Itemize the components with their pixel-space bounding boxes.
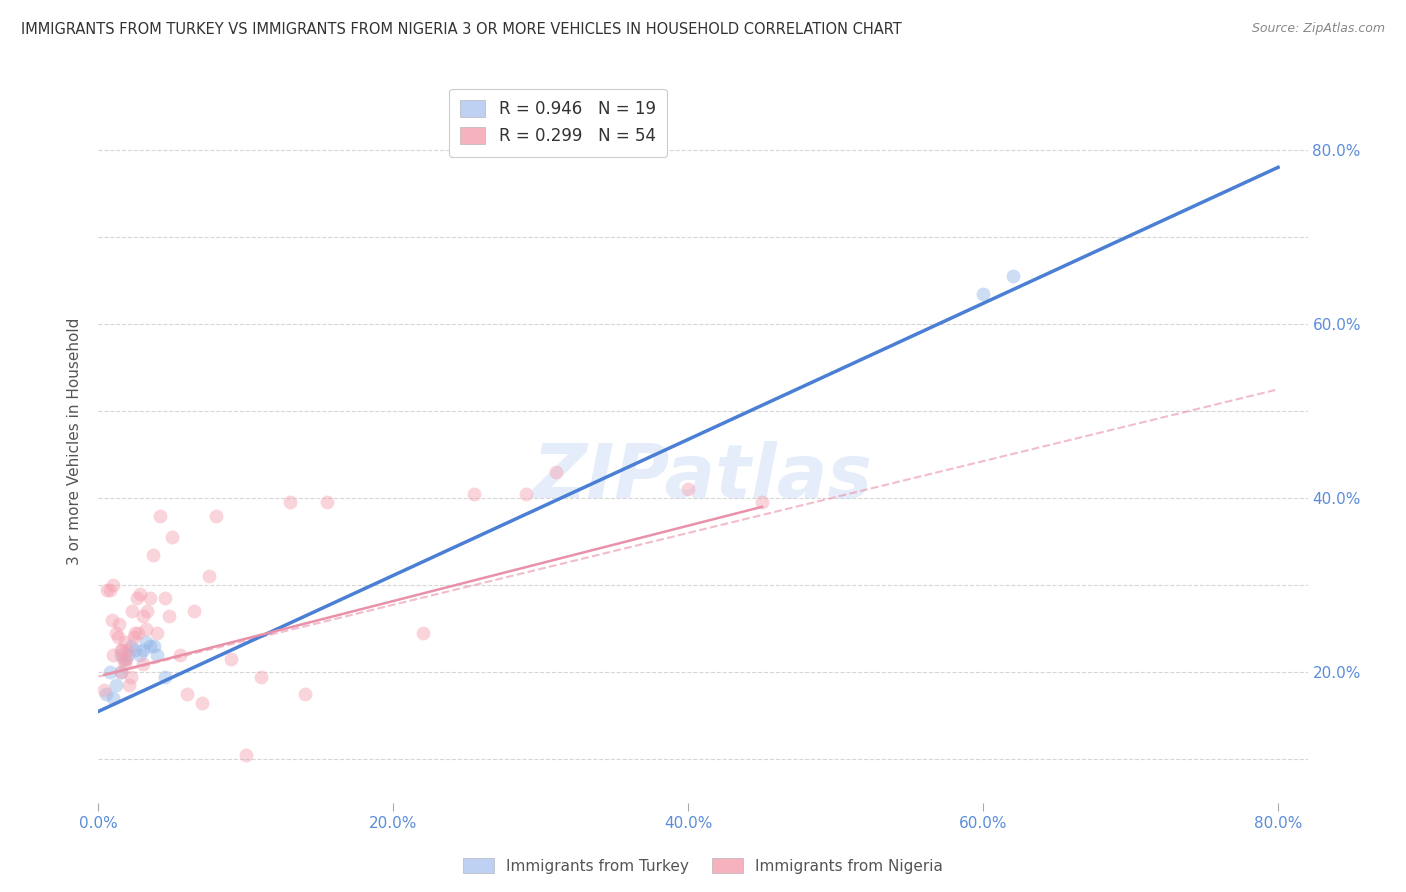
Point (235, 747, 257, 762)
Point (118, 678, 141, 692)
Point (131, 643, 153, 657)
Point (198, 569, 221, 583)
Point (249, 669, 271, 683)
Point (678, 483, 700, 497)
Legend: R = 0.946   N = 19, R = 0.299   N = 54: R = 0.946 N = 19, R = 0.299 N = 54 (449, 88, 668, 157)
Point (98, 665, 121, 680)
Point (146, 648, 169, 662)
Point (128, 648, 150, 662)
Point (160, 530, 183, 544)
Point (125, 591, 148, 606)
Point (114, 634, 136, 648)
Point (139, 639, 162, 653)
Point (93, 682, 115, 697)
Point (205, 508, 228, 523)
Point (120, 669, 142, 683)
Point (183, 604, 205, 618)
Point (1001, 269, 1024, 284)
Point (98, 582, 121, 597)
Point (142, 548, 165, 562)
Point (135, 634, 157, 648)
Point (107, 631, 129, 645)
Point (135, 622, 157, 636)
Point (278, 495, 301, 509)
Point (108, 617, 131, 632)
Y-axis label: 3 or more Vehicles in Household: 3 or more Vehicles in Household (67, 318, 83, 566)
Point (139, 591, 162, 606)
Point (117, 648, 139, 662)
Point (131, 608, 153, 623)
Point (157, 608, 180, 623)
Point (121, 604, 143, 618)
Point (124, 626, 146, 640)
Point (463, 487, 485, 501)
Point (115, 652, 138, 666)
Point (120, 639, 142, 653)
Point (94, 687, 117, 701)
Legend: Immigrants from Turkey, Immigrants from Nigeria: Immigrants from Turkey, Immigrants from … (457, 852, 949, 880)
Point (544, 465, 567, 479)
Point (136, 604, 159, 618)
Point (101, 648, 124, 662)
Point (146, 626, 169, 640)
Point (131, 657, 153, 671)
Point (143, 639, 166, 653)
Point (972, 286, 994, 301)
Point (114, 652, 136, 666)
Point (112, 652, 135, 666)
Point (751, 495, 773, 509)
Point (110, 648, 132, 662)
Text: ZIPatlas: ZIPatlas (533, 442, 873, 514)
Point (96, 582, 118, 597)
Point (105, 678, 128, 692)
Point (111, 643, 134, 657)
Point (316, 495, 339, 509)
Point (122, 631, 145, 645)
Point (101, 578, 124, 592)
Point (190, 696, 212, 710)
Point (219, 652, 242, 666)
Point (176, 687, 198, 701)
Text: IMMIGRANTS FROM TURKEY VS IMMIGRANTS FROM NIGERIA 3 OR MORE VEHICLES IN HOUSEHOL: IMMIGRANTS FROM TURKEY VS IMMIGRANTS FRO… (21, 22, 901, 37)
Text: Source: ZipAtlas.com: Source: ZipAtlas.com (1251, 22, 1385, 36)
Point (110, 665, 132, 680)
Point (412, 626, 434, 640)
Point (100, 613, 122, 627)
Point (169, 648, 191, 662)
Point (294, 687, 316, 701)
Point (127, 626, 149, 640)
Point (124, 643, 146, 657)
Point (110, 643, 132, 657)
Point (515, 487, 537, 501)
Point (117, 643, 139, 657)
Point (128, 587, 150, 601)
Point (149, 508, 172, 523)
Point (101, 691, 124, 706)
Point (110, 665, 132, 680)
Point (105, 626, 128, 640)
Point (114, 657, 136, 671)
Point (153, 669, 176, 683)
Point (153, 591, 176, 606)
